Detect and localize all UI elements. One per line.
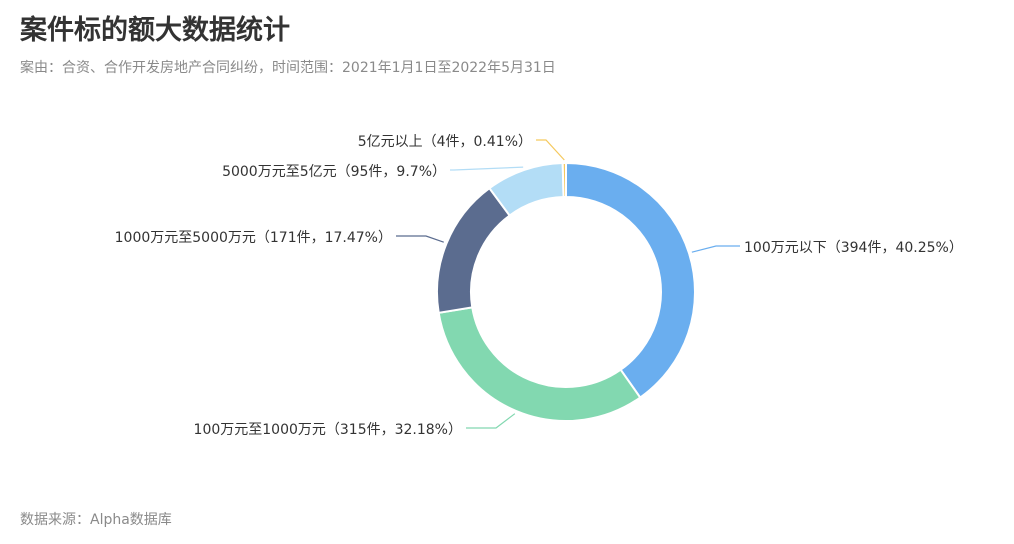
label-leader-lines <box>396 139 740 429</box>
slice-label-under-1m: 100万元以下（394件，40.25%） <box>744 240 963 256</box>
slice-1m-10m[interactable] <box>437 306 642 422</box>
donut-slices <box>436 161 696 422</box>
data-source: 数据来源：Alpha数据库 <box>20 512 172 528</box>
leader-line-10m-50m <box>396 235 444 243</box>
chart-subtitle: 案由：合资、合作开发房地产合同纠纷，时间范围：2021年1月1日至2022年5月… <box>20 60 556 76</box>
slice-label-50m-500m: 5000万元至5亿元（95件，9.7%） <box>222 164 446 180</box>
slice-label-10m-50m: 1000万元至5000万元（171件，17.47%） <box>115 230 392 246</box>
slice-10m-50m[interactable] <box>436 186 512 314</box>
slice-label-1m-10m: 100万元至1000万元（315件，32.18%） <box>194 422 462 438</box>
slice-over-500m[interactable] <box>561 161 567 199</box>
slice-label-over-500m: 5亿元以上（4件，0.41%） <box>358 134 532 150</box>
chart-title: 案件标的额大数据统计 <box>20 15 290 46</box>
slice-under-1m[interactable] <box>565 161 696 399</box>
leader-line-50m-500m <box>450 166 524 171</box>
slice-labels: 100万元以下（394件，40.25%） 100万元至1000万元（315件，32… <box>115 134 963 438</box>
leader-line-1m-10m <box>466 413 516 429</box>
leader-line-under-1m <box>691 245 740 253</box>
leader-line-over-500m <box>536 139 565 161</box>
